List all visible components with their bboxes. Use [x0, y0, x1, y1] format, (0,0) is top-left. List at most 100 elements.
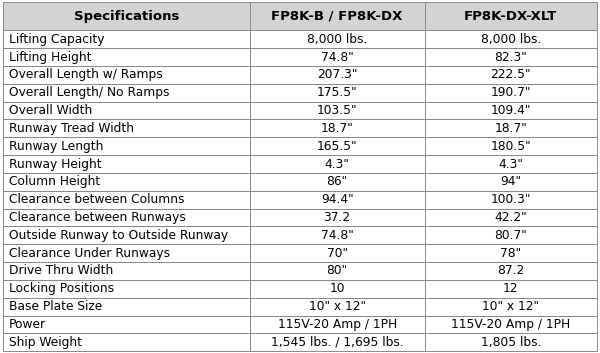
Bar [3, 30, 250, 48]
Bar [3, 173, 250, 191]
Text: Overall Length/ No Ramps: Overall Length/ No Ramps [9, 86, 170, 99]
Text: 37.2: 37.2 [323, 211, 350, 224]
Bar [3, 2, 250, 30]
Text: 10" x 12": 10" x 12" [308, 300, 365, 313]
Bar [250, 262, 425, 280]
Bar [250, 119, 425, 137]
Bar [3, 262, 250, 280]
Text: Specifications: Specifications [74, 10, 179, 23]
Text: Ship Weight: Ship Weight [9, 336, 82, 349]
Text: 10" x 12": 10" x 12" [482, 300, 539, 313]
Text: Overall Length w/ Ramps: Overall Length w/ Ramps [9, 68, 163, 82]
Text: 165.5": 165.5" [317, 140, 358, 153]
Bar [3, 66, 250, 84]
Text: 70": 70" [326, 247, 347, 260]
Bar [3, 48, 250, 66]
Bar [3, 155, 250, 173]
Bar [3, 209, 250, 226]
Text: 94": 94" [500, 175, 521, 189]
Text: 78": 78" [500, 247, 521, 260]
Bar [425, 333, 597, 351]
Text: 86": 86" [326, 175, 347, 189]
Text: 103.5": 103.5" [317, 104, 358, 117]
Bar [250, 280, 425, 298]
Bar [425, 137, 597, 155]
Text: 18.7": 18.7" [321, 122, 353, 135]
Bar [425, 2, 597, 30]
Bar [425, 30, 597, 48]
Bar [3, 226, 250, 244]
Text: 222.5": 222.5" [491, 68, 531, 82]
Bar [425, 48, 597, 66]
Bar [3, 333, 250, 351]
Bar [425, 155, 597, 173]
Bar [425, 119, 597, 137]
Bar [3, 102, 250, 119]
Bar [250, 244, 425, 262]
Text: 115V-20 Amp / 1PH: 115V-20 Amp / 1PH [451, 318, 571, 331]
Bar [425, 66, 597, 84]
Text: 100.3": 100.3" [491, 193, 531, 206]
Text: Runway Height: Runway Height [9, 157, 102, 170]
Bar [425, 191, 597, 209]
Bar [250, 84, 425, 102]
Text: 80": 80" [326, 264, 347, 277]
Bar [3, 244, 250, 262]
Text: 4.3": 4.3" [499, 157, 523, 170]
Text: Column Height: Column Height [9, 175, 100, 189]
Text: 8,000 lbs.: 8,000 lbs. [307, 33, 367, 46]
Text: 18.7": 18.7" [494, 122, 527, 135]
Text: Drive Thru Width: Drive Thru Width [9, 264, 113, 277]
Text: Lifting Capacity: Lifting Capacity [9, 33, 104, 46]
Text: 82.3": 82.3" [494, 50, 527, 64]
Text: Clearance between Runways: Clearance between Runways [9, 211, 186, 224]
Bar [250, 155, 425, 173]
Bar [250, 226, 425, 244]
Text: Overall Width: Overall Width [9, 104, 92, 117]
Text: 42.2": 42.2" [494, 211, 527, 224]
Text: 175.5": 175.5" [317, 86, 358, 99]
Bar [250, 333, 425, 351]
Bar [250, 209, 425, 226]
Bar [250, 102, 425, 119]
Text: Outside Runway to Outside Runway: Outside Runway to Outside Runway [9, 229, 228, 242]
Text: 74.8": 74.8" [321, 50, 353, 64]
Text: 8,000 lbs.: 8,000 lbs. [481, 33, 541, 46]
Bar [425, 84, 597, 102]
Bar [250, 298, 425, 316]
Text: 94.4": 94.4" [321, 193, 353, 206]
Bar [250, 173, 425, 191]
Bar [3, 191, 250, 209]
Text: Lifting Height: Lifting Height [9, 50, 92, 64]
Bar [3, 84, 250, 102]
Text: 12: 12 [503, 282, 518, 295]
Bar [250, 137, 425, 155]
Text: Runway Length: Runway Length [9, 140, 104, 153]
Bar [3, 280, 250, 298]
Bar [250, 2, 425, 30]
Bar [250, 191, 425, 209]
Text: 109.4": 109.4" [491, 104, 531, 117]
Bar [425, 102, 597, 119]
Text: 74.8": 74.8" [321, 229, 353, 242]
Text: 1,545 lbs. / 1,695 lbs.: 1,545 lbs. / 1,695 lbs. [271, 336, 404, 349]
Bar [425, 244, 597, 262]
Bar [425, 209, 597, 226]
Text: FP8K-B / FP8K-DX: FP8K-B / FP8K-DX [271, 10, 403, 23]
Text: 1,805 lbs.: 1,805 lbs. [481, 336, 541, 349]
Bar [425, 173, 597, 191]
Text: 80.7": 80.7" [494, 229, 527, 242]
Bar [250, 48, 425, 66]
Text: 4.3": 4.3" [325, 157, 350, 170]
Bar [3, 316, 250, 333]
Text: 207.3": 207.3" [317, 68, 358, 82]
Text: 190.7": 190.7" [491, 86, 531, 99]
Bar [3, 137, 250, 155]
Bar [3, 119, 250, 137]
Text: Runway Tread Width: Runway Tread Width [9, 122, 134, 135]
Text: Power: Power [9, 318, 46, 331]
Text: Locking Positions: Locking Positions [9, 282, 114, 295]
Bar [425, 316, 597, 333]
Text: Base Plate Size: Base Plate Size [9, 300, 103, 313]
Bar [3, 298, 250, 316]
